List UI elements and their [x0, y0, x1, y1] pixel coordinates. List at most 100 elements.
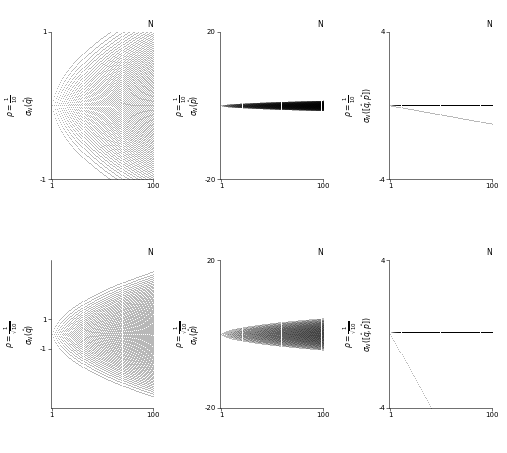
Point: [99, 299, 107, 306]
Point: [468, 328, 477, 336]
Point: [457, 101, 465, 109]
Point: [296, 102, 304, 109]
Point: [276, 328, 284, 336]
Point: [419, 328, 427, 336]
Point: [442, 101, 450, 109]
Point: [260, 101, 268, 108]
Point: [281, 337, 289, 344]
Point: [310, 103, 318, 111]
Point: [276, 329, 284, 336]
Point: [139, 279, 147, 286]
Point: [114, 144, 122, 151]
Point: [425, 101, 433, 109]
Point: [136, 330, 144, 337]
Point: [483, 101, 491, 109]
Point: [293, 106, 301, 113]
Point: [135, 337, 143, 344]
Point: [306, 342, 314, 349]
Point: [145, 60, 153, 67]
Point: [137, 331, 145, 338]
Point: [149, 117, 157, 125]
Point: [292, 337, 300, 344]
Point: [101, 134, 109, 141]
Point: [484, 101, 492, 109]
Point: [452, 101, 460, 109]
Point: [466, 328, 475, 336]
Point: [283, 323, 292, 330]
Point: [259, 325, 267, 332]
Point: [443, 101, 451, 109]
Point: [312, 334, 320, 342]
Point: [304, 323, 312, 330]
Point: [64, 328, 72, 335]
Point: [477, 328, 485, 336]
Point: [314, 104, 322, 111]
Point: [314, 104, 322, 111]
Point: [120, 342, 128, 349]
Point: [459, 328, 467, 336]
Point: [462, 101, 470, 109]
Point: [409, 328, 417, 336]
Point: [294, 100, 302, 107]
Point: [488, 101, 496, 109]
Point: [124, 40, 132, 47]
Point: [463, 101, 471, 109]
Point: [128, 301, 136, 308]
Point: [457, 101, 465, 109]
Point: [117, 363, 125, 371]
Point: [461, 328, 469, 336]
Point: [417, 328, 425, 336]
Point: [287, 100, 296, 107]
Point: [419, 328, 427, 336]
Point: [475, 101, 483, 109]
Point: [282, 330, 291, 337]
Point: [257, 328, 265, 336]
Point: [242, 103, 250, 110]
Point: [432, 101, 441, 109]
Point: [433, 101, 442, 109]
Point: [314, 99, 322, 106]
Point: [263, 100, 271, 107]
Point: [145, 378, 153, 385]
Point: [312, 97, 320, 105]
Point: [231, 101, 239, 108]
Point: [488, 328, 496, 336]
Point: [299, 343, 307, 351]
Point: [107, 119, 115, 126]
Point: [304, 320, 312, 328]
Point: [136, 154, 144, 161]
Point: [472, 101, 480, 109]
Point: [481, 101, 489, 109]
Point: [82, 309, 90, 316]
Point: [469, 328, 478, 336]
Point: [280, 337, 288, 344]
Point: [454, 101, 462, 109]
Point: [288, 105, 297, 112]
Point: [437, 101, 445, 109]
Point: [79, 340, 87, 347]
Point: [462, 328, 470, 336]
Point: [79, 327, 87, 334]
Point: [145, 188, 153, 195]
Point: [461, 328, 469, 336]
Point: [451, 101, 459, 109]
Point: [148, 318, 156, 325]
Point: [316, 328, 324, 335]
Point: [138, 342, 146, 350]
Point: [260, 328, 268, 335]
Point: [284, 105, 293, 112]
Point: [454, 101, 462, 109]
Point: [273, 102, 281, 109]
Point: [142, 340, 150, 347]
Point: [108, 39, 116, 46]
Point: [117, 301, 125, 308]
Point: [459, 101, 467, 109]
Point: [116, 291, 124, 299]
Point: [287, 329, 296, 336]
Point: [284, 98, 293, 106]
Point: [120, 96, 128, 103]
Point: [134, 69, 142, 77]
Point: [116, 313, 124, 320]
Point: [446, 328, 454, 336]
Point: [483, 101, 491, 109]
